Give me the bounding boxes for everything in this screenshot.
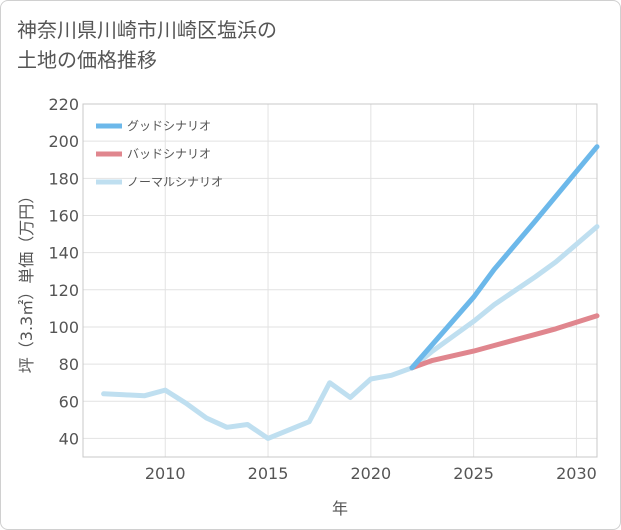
x-tick-label: 2015 xyxy=(248,464,289,483)
y-tick-label: 120 xyxy=(48,281,79,300)
series-layer xyxy=(101,144,600,441)
x-axis-label: 年 xyxy=(332,499,348,518)
x-axis-ticks: 2010 2015 2020 2025 2030 xyxy=(145,464,597,483)
plot-frame xyxy=(82,103,598,458)
y-tick-label: 180 xyxy=(48,169,79,188)
y-tick-label: 100 xyxy=(48,318,79,337)
series-line-2 xyxy=(101,224,600,441)
y-tick-label: 40 xyxy=(59,429,79,448)
x-tick-label: 2025 xyxy=(453,464,494,483)
x-tick-label: 2030 xyxy=(556,464,597,483)
y-tick-label: 140 xyxy=(48,244,79,263)
x-tick-label: 2020 xyxy=(350,464,391,483)
y-tick-label: 200 xyxy=(48,132,79,151)
y-tick-label: 80 xyxy=(59,355,79,374)
grid-lines xyxy=(83,103,597,457)
series-line-0 xyxy=(409,144,600,371)
chart-title: 神奈川県川崎市川崎区塩浜の 土地の価格推移 xyxy=(17,15,277,75)
chart-title-line1: 神奈川県川崎市川崎区塩浜の xyxy=(17,18,277,42)
y-tick-label: 60 xyxy=(59,392,79,411)
y-tick-label: 220 xyxy=(48,95,79,114)
legend-label-2: ノーマルシナリオ xyxy=(127,175,223,189)
y-tick-label: 160 xyxy=(48,206,79,225)
legend-label-0: グッドシナリオ xyxy=(127,119,211,133)
y-axis-label: 坪（3.3㎡）単価（万円） xyxy=(17,188,36,373)
legend-label-1: バッドシナリオ xyxy=(127,147,211,161)
x-tick-label: 2010 xyxy=(145,464,186,483)
chart-title-line2: 土地の価格推移 xyxy=(17,48,157,72)
y-axis-ticks: 40 60 80 100 120 140 160 180 200 220 xyxy=(48,95,79,448)
series-line-1 xyxy=(409,313,600,371)
